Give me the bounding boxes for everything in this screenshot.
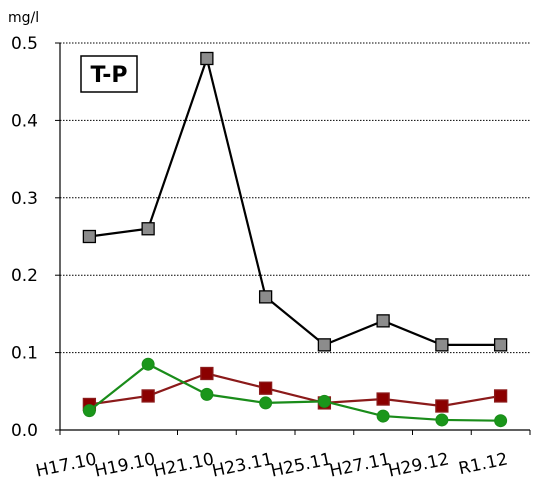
- data-point: [435, 413, 449, 427]
- series-2: [82, 366, 508, 413]
- data-point: [200, 51, 214, 66]
- x-tick-label: H17.10: [34, 449, 98, 481]
- data-point: [141, 389, 155, 403]
- y-axis-unit: mg/l: [8, 10, 39, 26]
- data-point: [82, 229, 97, 244]
- data-point: [494, 414, 508, 428]
- y-tick-label: 0.4: [11, 111, 38, 131]
- chart-title: T-P: [90, 63, 127, 88]
- y-tick-label: 0.3: [11, 189, 38, 209]
- data-point: [141, 222, 155, 236]
- data-point: [435, 399, 449, 413]
- axes: [55, 42, 531, 435]
- x-tick-label: H27.11: [328, 449, 392, 481]
- data-point: [493, 389, 508, 403]
- y-tick-label: 0.1: [11, 344, 38, 364]
- data-point: [258, 290, 273, 304]
- data-point: [317, 394, 331, 408]
- y-tick-labels: 0.0 0.1 0.2 0.3 0.4 0.5: [11, 34, 38, 441]
- series-line: [89, 372, 501, 408]
- gridlines: [60, 42, 530, 354]
- series-lines: [82, 51, 508, 428]
- data-point: [317, 338, 332, 352]
- data-point: [493, 338, 508, 352]
- x-tick-label: H25.11: [269, 449, 333, 481]
- series-line: [89, 54, 501, 347]
- x-tick-label: H29.12: [387, 449, 451, 481]
- data-point: [376, 314, 390, 328]
- y-tick-label: 0.0: [11, 421, 38, 441]
- x-tick-label: R1.12: [457, 449, 510, 479]
- data-point: [82, 404, 96, 418]
- data-point: [200, 387, 214, 401]
- x-tick-label: H19.10: [93, 449, 157, 481]
- series-3: [82, 357, 508, 428]
- chart-title-box: T-P: [80, 55, 138, 93]
- data-point: [259, 396, 273, 410]
- data-point: [200, 366, 214, 381]
- x-tick-labels: H17.10H19.10H21.10H23.11H25.11H27.11H29.…: [34, 449, 510, 481]
- series-line: [88, 362, 501, 422]
- x-tick-label: H21.10: [152, 449, 216, 481]
- data-point: [376, 409, 390, 423]
- series-1: [82, 51, 508, 352]
- data-point: [376, 392, 390, 406]
- data-point: [258, 381, 273, 395]
- y-tick-label: 0.2: [11, 266, 38, 286]
- x-tick-label: H23.11: [210, 449, 274, 481]
- y-tick-label: 0.5: [11, 34, 38, 54]
- data-point: [435, 338, 449, 352]
- data-point: [141, 357, 155, 371]
